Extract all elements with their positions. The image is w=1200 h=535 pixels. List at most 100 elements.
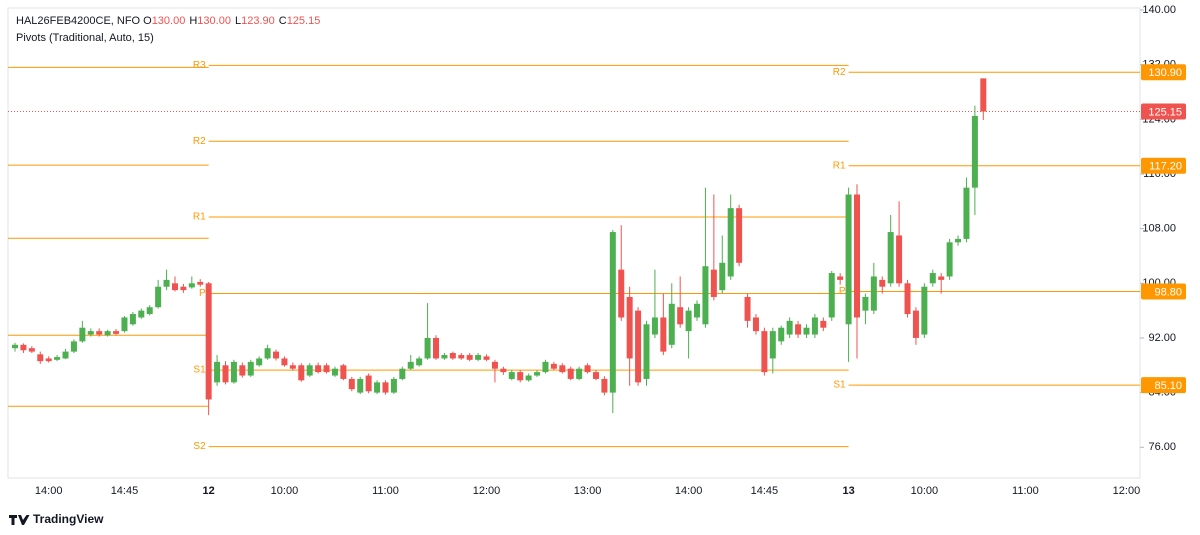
candle-body xyxy=(786,320,793,335)
symbol: HAL26FEB4200CE, NFO xyxy=(16,15,141,27)
candle-body xyxy=(946,242,953,277)
candle-body xyxy=(921,286,928,335)
candle-body xyxy=(879,279,886,287)
candle-body xyxy=(811,317,818,335)
candle-body xyxy=(365,375,372,392)
candle-body xyxy=(138,310,145,318)
candle-body xyxy=(929,273,936,284)
pivot-label: R2 xyxy=(193,136,206,147)
candle-body xyxy=(163,279,170,287)
x-tick-label: 10:00 xyxy=(271,485,299,497)
candle-body xyxy=(155,286,162,308)
candle-body xyxy=(37,354,44,362)
candle-body xyxy=(828,273,835,318)
candle-body xyxy=(761,331,768,373)
candle-body xyxy=(980,78,987,112)
candle-body xyxy=(525,375,532,381)
candle-body xyxy=(331,368,338,376)
candle-body xyxy=(256,358,263,366)
candle-body xyxy=(12,344,18,349)
candle-body xyxy=(357,378,364,393)
candle-body xyxy=(870,276,877,311)
candle-body xyxy=(298,365,305,381)
x-tick-label: 12:00 xyxy=(473,485,501,497)
candle-body xyxy=(752,317,759,332)
pivot-label: S2 xyxy=(193,441,206,452)
candle-body xyxy=(433,337,439,359)
candle-body xyxy=(449,352,456,359)
candle-body xyxy=(247,361,254,376)
candle-body xyxy=(281,358,288,366)
candle-body xyxy=(54,357,61,360)
candle-body xyxy=(626,296,633,359)
candle-body xyxy=(719,262,726,291)
readout-value: 123.90 xyxy=(241,15,275,27)
brand-name: TradingView xyxy=(33,512,104,526)
candle-body xyxy=(862,296,869,311)
candle-body xyxy=(20,344,27,351)
indicator-label: Pivots (Traditional, Auto, 15) xyxy=(16,32,154,44)
price-tag-label: 85.10 xyxy=(1154,380,1182,392)
price-tag xyxy=(1141,283,1186,300)
candle-body xyxy=(559,365,566,373)
candle-body xyxy=(315,365,322,373)
candle-body xyxy=(407,361,414,369)
candle-body xyxy=(483,356,490,360)
candle-body xyxy=(28,348,35,352)
x-tick-label: 14:00 xyxy=(675,485,703,497)
logo-mark xyxy=(9,515,30,525)
candle-body xyxy=(222,365,229,383)
plot-layer: 76.0084.0092.00100.00108.00116.00124.001… xyxy=(8,4,1186,497)
pivot-label: P xyxy=(199,288,206,299)
x-tick-label: 13:00 xyxy=(574,485,602,497)
x-tick-label: 11:00 xyxy=(1012,485,1039,497)
price-tag-label: 130.90 xyxy=(1148,67,1182,79)
candle-body xyxy=(803,327,810,335)
candle-body xyxy=(769,331,776,359)
price-tag xyxy=(1141,157,1186,174)
candle-body xyxy=(113,331,120,334)
candle-body xyxy=(542,361,549,373)
y-tick-label: 108.00 xyxy=(1142,223,1176,235)
candle-body xyxy=(374,382,381,393)
candle-body xyxy=(146,307,153,315)
candle-body xyxy=(197,281,204,285)
readout-value: 130.00 xyxy=(152,15,186,27)
candle-body xyxy=(820,320,827,328)
symbol-readout: HAL26FEB4200CE, NFO O130.00 H130.00 L123.90… xyxy=(16,15,320,27)
plot-frame xyxy=(7,7,1141,479)
candle-body xyxy=(399,368,406,379)
y-tick-label: 140.00 xyxy=(1142,4,1176,16)
candle-body xyxy=(744,296,751,321)
candle-body xyxy=(180,286,187,291)
candle-body xyxy=(171,283,178,291)
readout-value: 130.00 xyxy=(197,15,231,27)
candle-body xyxy=(660,317,667,352)
candle-body xyxy=(955,238,962,243)
candle-body xyxy=(887,232,894,284)
candle-body xyxy=(390,378,397,393)
candle-body xyxy=(609,232,616,393)
candle-body xyxy=(685,310,692,332)
pivot-label: P xyxy=(839,286,846,297)
candle-body xyxy=(466,355,473,360)
candle-body xyxy=(938,276,945,280)
candle-body xyxy=(264,348,271,359)
y-tick-label: 76.00 xyxy=(1148,441,1176,453)
x-tick-label: 11:00 xyxy=(372,485,399,497)
x-tick-label: 14:45 xyxy=(751,485,779,497)
candle-body xyxy=(239,365,246,376)
candle-body xyxy=(306,365,313,376)
candle-body xyxy=(677,307,684,325)
candle-body xyxy=(567,368,574,379)
x-tick-label: 14:45 xyxy=(111,485,139,497)
pivot-label: R1 xyxy=(193,212,206,223)
candle-body xyxy=(129,314,136,325)
candle-body xyxy=(971,115,978,188)
candle-body xyxy=(500,368,507,373)
candle-body xyxy=(273,351,280,359)
candle-body xyxy=(121,317,128,332)
candle-body xyxy=(475,355,482,360)
